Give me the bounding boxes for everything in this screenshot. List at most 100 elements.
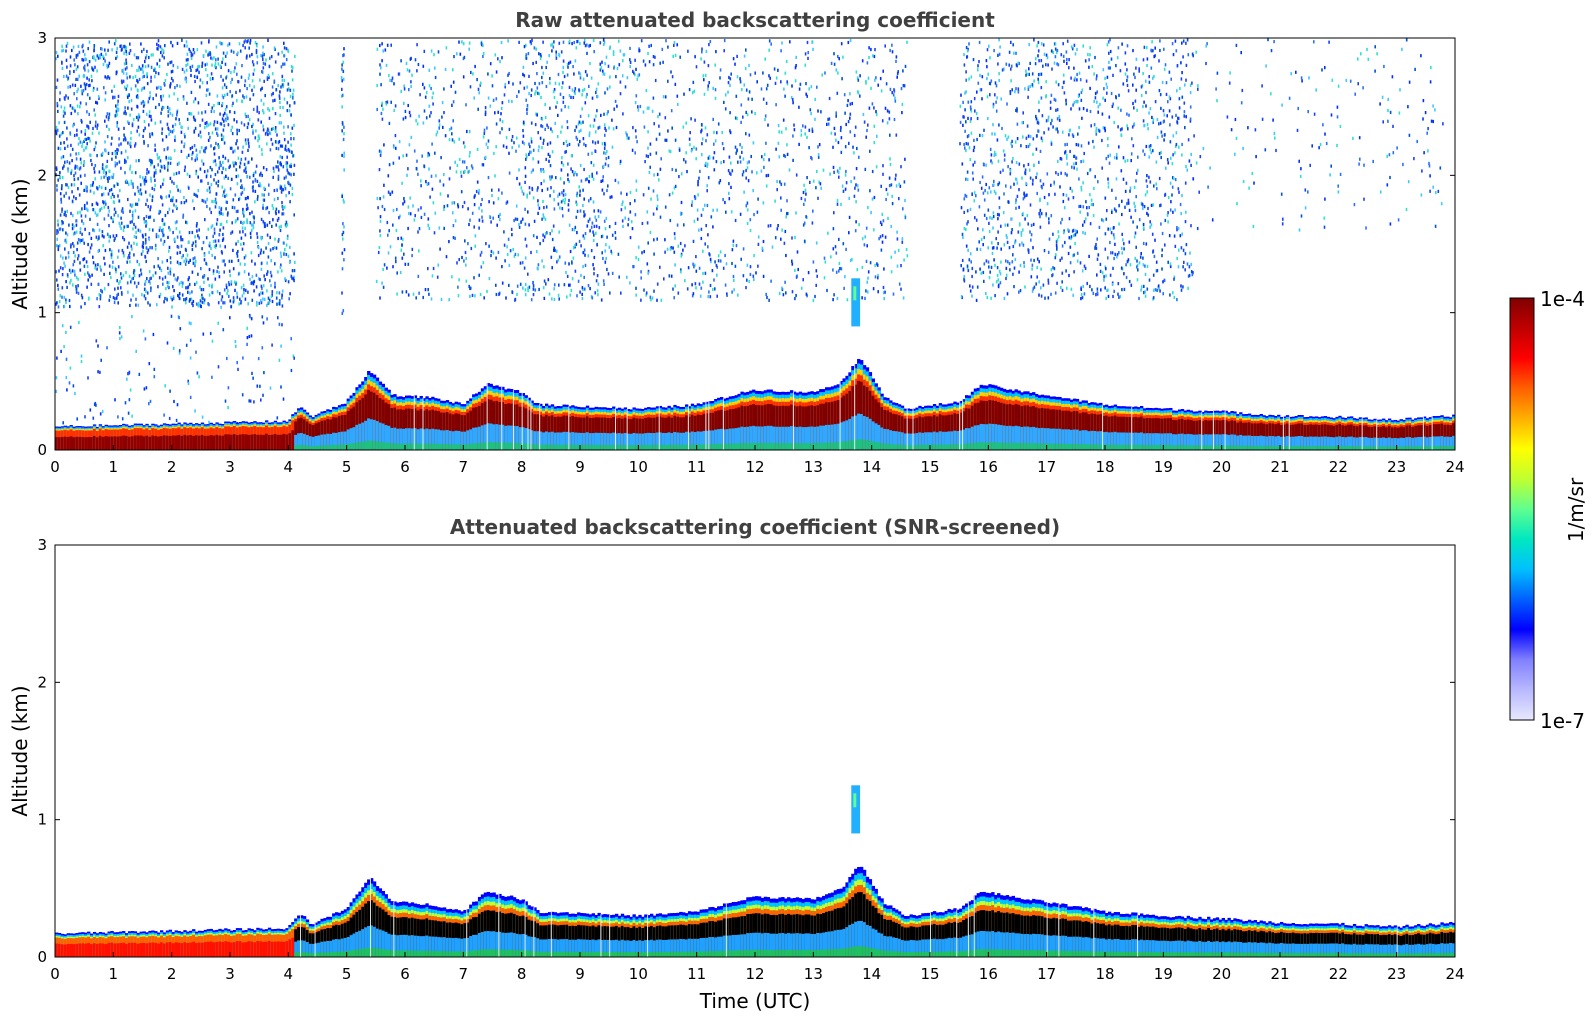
noise-pixel — [676, 43, 678, 47]
noise-pixel — [114, 95, 116, 99]
noise-pixel — [543, 206, 545, 210]
noise-pixel — [244, 233, 247, 237]
noise-pixel — [592, 200, 595, 204]
noise-pixel — [230, 282, 233, 286]
noise-pixel — [429, 114, 431, 118]
noise-pixel — [610, 251, 613, 255]
noise-pixel — [970, 131, 973, 135]
noise-pixel — [866, 280, 868, 284]
noise-pixel — [837, 171, 840, 175]
noise-pixel — [149, 215, 152, 219]
noise-pixel — [734, 145, 737, 149]
noise-pixel — [382, 267, 384, 272]
noise-pixel — [188, 112, 191, 116]
noise-pixel — [139, 229, 142, 233]
noise-pixel — [593, 50, 595, 54]
noise-pixel — [552, 224, 555, 228]
noise-pixel — [75, 55, 78, 59]
noise-pixel — [379, 72, 381, 76]
noise-pixel — [811, 127, 814, 131]
noise-pixel — [113, 195, 115, 199]
noise-pixel — [86, 76, 88, 80]
noise-pixel — [148, 270, 151, 274]
noise-pixel — [277, 301, 280, 306]
noise-pixel — [388, 163, 391, 167]
noise-pixel — [792, 158, 794, 162]
noise-pixel — [637, 245, 640, 249]
noise-pixel — [532, 196, 535, 200]
noise-pixel — [96, 267, 98, 271]
noise-pixel — [535, 47, 537, 51]
noise-pixel — [635, 67, 637, 71]
noise-pixel — [267, 192, 270, 196]
noise-pixel — [748, 90, 751, 94]
noise-pixel — [150, 205, 152, 209]
noise-pixel — [229, 146, 232, 150]
noise-pixel — [541, 188, 543, 193]
noise-pixel — [94, 266, 96, 270]
noise-pixel — [204, 110, 207, 114]
noise-pixel — [561, 191, 563, 195]
noise-pixel — [237, 156, 240, 160]
noise-pixel — [525, 153, 527, 157]
noise-pixel — [706, 162, 709, 166]
noise-pixel — [988, 276, 991, 280]
noise-pixel — [673, 232, 676, 236]
noise-pixel — [68, 298, 71, 303]
noise-pixel — [631, 227, 634, 231]
noise-pixel — [523, 45, 526, 49]
noise-pixel — [89, 83, 91, 87]
noise-pixel — [756, 210, 759, 214]
noise-pixel — [242, 210, 245, 214]
noise-pixel — [886, 121, 889, 125]
noise-pixel — [227, 43, 229, 47]
noise-pixel — [1009, 169, 1012, 173]
noise-pixel — [647, 146, 649, 150]
noise-pixel — [507, 237, 510, 241]
noise-pixel — [286, 223, 289, 227]
noise-pixel — [516, 136, 518, 140]
noise-pixel — [874, 48, 876, 52]
noise-pixel — [287, 140, 289, 144]
noise-pixel — [840, 125, 842, 130]
noise-pixel — [844, 173, 847, 177]
noise-pixel — [395, 146, 397, 150]
noise-pixel — [221, 117, 224, 121]
noise-pixel — [614, 221, 617, 225]
noise-pixel — [244, 112, 247, 116]
noise-pixel — [117, 286, 119, 290]
noise-pixel — [838, 261, 841, 265]
noise-pixel — [593, 209, 595, 213]
noise-pixel — [457, 203, 459, 207]
noise-pixel — [527, 272, 529, 276]
noise-pixel — [971, 294, 973, 298]
noise-pixel — [439, 247, 441, 251]
noise-pixel — [745, 48, 747, 52]
noise-pixel — [236, 128, 238, 132]
noise-pixel — [81, 296, 84, 300]
noise-pixel — [167, 271, 170, 275]
noise-pixel — [1163, 278, 1166, 283]
noise-pixel — [904, 216, 907, 220]
noise-pixel — [458, 157, 461, 162]
noise-pixel — [635, 256, 637, 260]
noise-pixel — [150, 176, 152, 180]
noise-pixel — [101, 153, 103, 157]
noise-pixel — [191, 247, 194, 252]
noise-pixel — [100, 268, 102, 272]
noise-pixel — [450, 126, 453, 130]
noise-pixel — [172, 196, 174, 200]
noise-pixel — [477, 191, 480, 195]
noise-pixel — [197, 175, 199, 179]
noise-pixel — [219, 122, 222, 126]
noise-pixel — [585, 95, 588, 99]
noise-pixel — [169, 161, 172, 165]
noise-pixel — [863, 243, 866, 247]
noise-pixel — [114, 151, 117, 155]
noise-pixel — [468, 154, 471, 158]
noise-pixel — [228, 165, 230, 170]
noise-pixel — [55, 129, 58, 133]
noise-pixel — [707, 176, 710, 180]
noise-pixel — [848, 231, 850, 235]
noise-pixel — [186, 44, 188, 48]
